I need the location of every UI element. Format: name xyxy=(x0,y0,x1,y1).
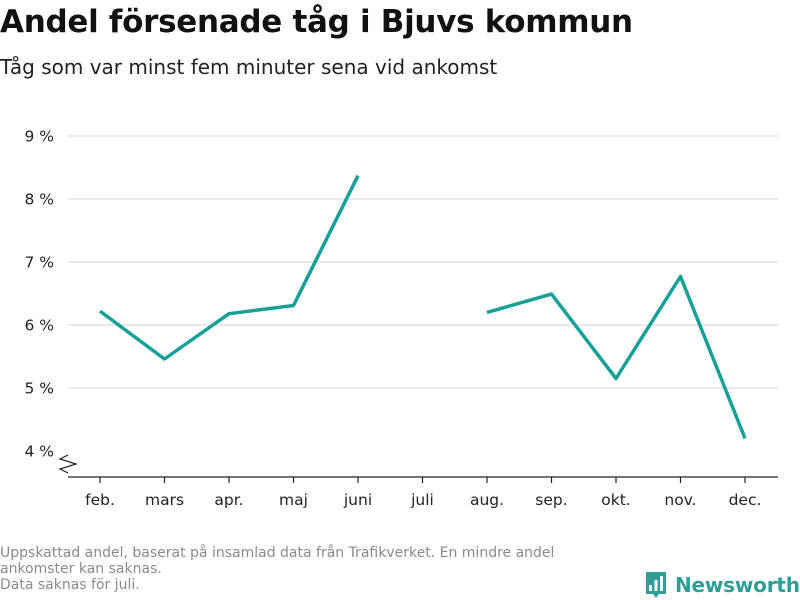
footnote: Uppskattad andel, baserat på insamlad da… xyxy=(0,545,640,593)
y-tick-label: 8 % xyxy=(24,191,54,209)
y-axis-break-mark xyxy=(58,454,79,474)
x-tick-label: feb. xyxy=(85,491,115,509)
line-chart: 4 % 5 % 6 % 7 % 8 % 9 % feb. mars apr. maj juni ju… xyxy=(24,128,778,509)
brand-name: Newsworthy xyxy=(675,573,800,597)
series-line xyxy=(98,174,360,361)
brand-logo: Newsworthy xyxy=(644,570,800,600)
footnote-line-3: Data saknas för juli. xyxy=(0,577,140,593)
y-tick-label: 7 % xyxy=(24,254,54,272)
x-tick-label: sep. xyxy=(535,491,567,509)
chart-subtitle: Tåg som var minst fem minuter sena vid a… xyxy=(0,55,498,79)
y-tick-label: 6 % xyxy=(24,317,54,335)
x-tick-label: dec. xyxy=(729,491,762,509)
x-tick-label: maj xyxy=(279,491,308,509)
x-tick-label: juli xyxy=(410,491,434,509)
x-tick-label: aug. xyxy=(470,491,504,509)
x-tick-label: mars xyxy=(145,491,184,509)
newsworthy-logo-icon xyxy=(646,572,666,598)
grid-lines xyxy=(68,135,778,389)
y-tick-label: 5 % xyxy=(24,380,54,398)
x-tick-label: apr. xyxy=(214,491,243,509)
y-axis-tick-labels: 4 % 5 % 6 % 7 % 8 % 9 % xyxy=(24,128,54,461)
x-axis-tick-labels: feb. mars apr. maj juni juli aug. sep. okt. nov. d… xyxy=(85,491,761,509)
x-tick-label: nov. xyxy=(664,491,696,509)
footnote-line-1: Uppskattad andel, baserat på insamlad da… xyxy=(0,545,555,561)
chart-title: Andel försenade tåg i Bjuvs kommun xyxy=(0,4,633,40)
footnote-line-2: ankomster kan saknas. xyxy=(0,561,162,577)
x-axis xyxy=(58,454,778,483)
series-line xyxy=(486,274,747,440)
x-tick-label: juni xyxy=(343,491,372,509)
series-lines xyxy=(98,174,747,440)
y-tick-label: 9 % xyxy=(24,128,54,146)
x-tick-label: okt. xyxy=(601,491,630,509)
y-tick-label: 4 % xyxy=(24,443,54,461)
